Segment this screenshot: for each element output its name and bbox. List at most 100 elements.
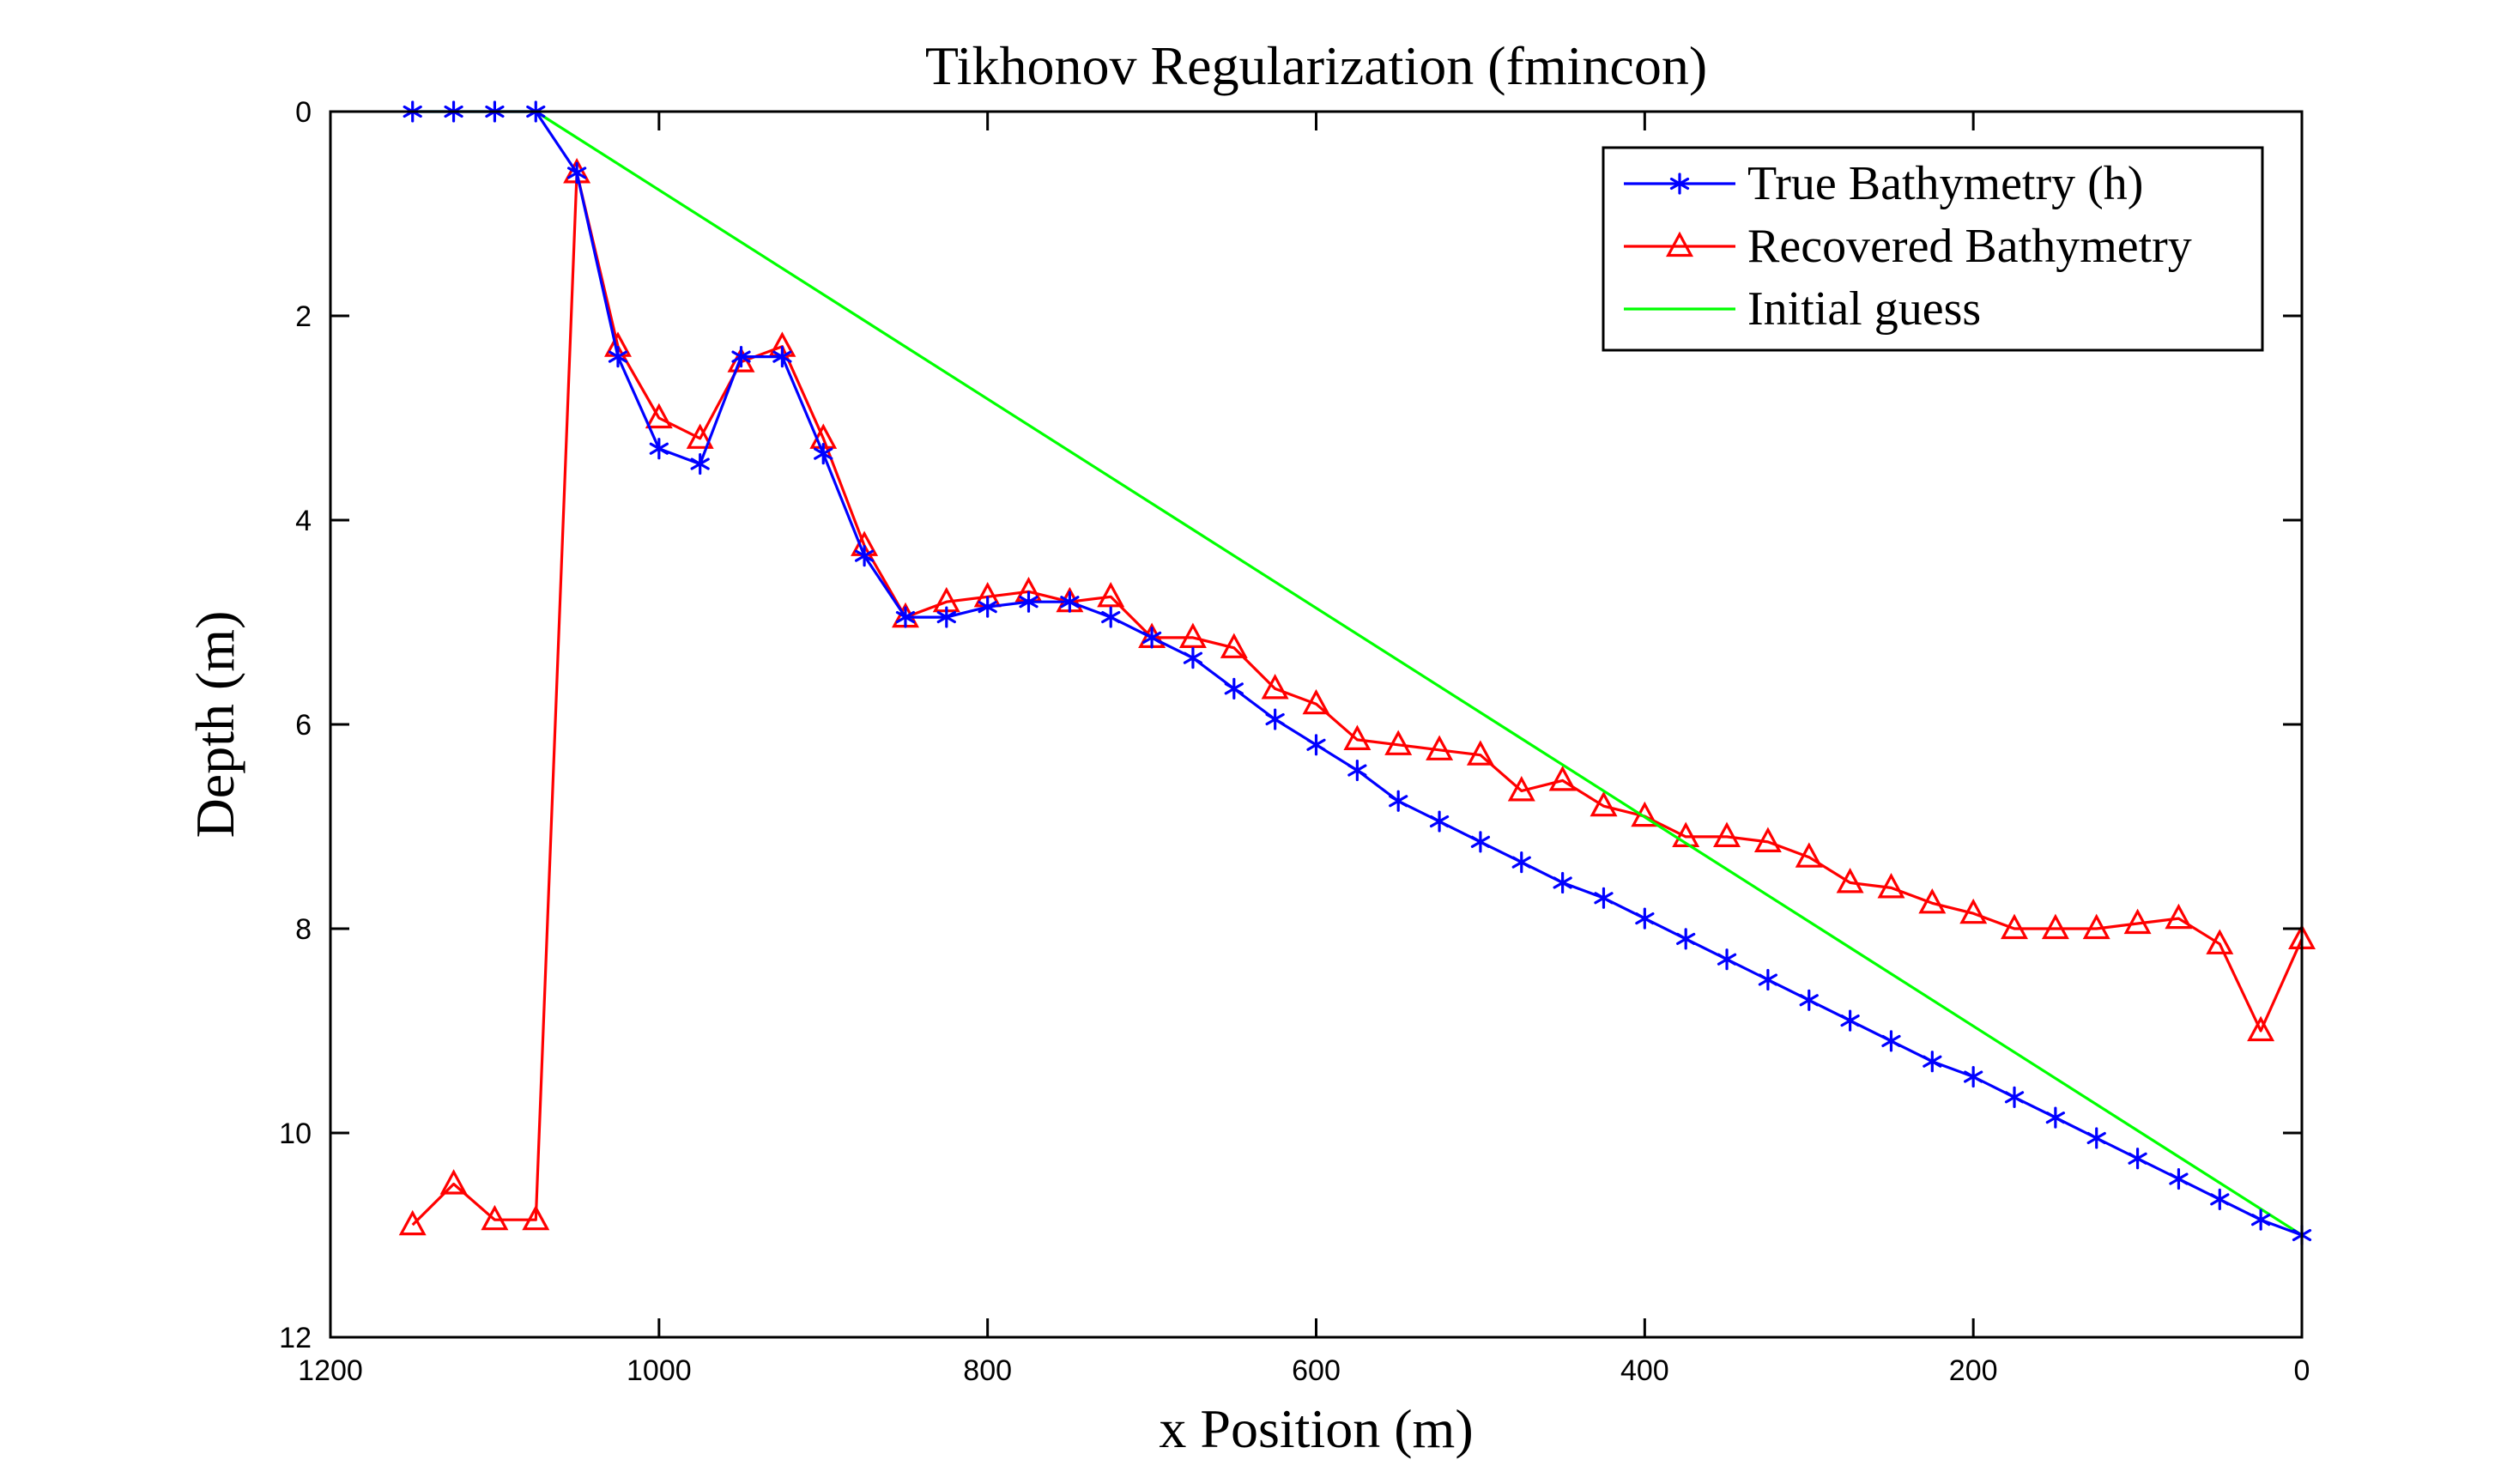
legend-entry: Recovered Bathymetry: [1624, 220, 2192, 273]
data-point-marker: [398, 1209, 427, 1236]
data-point-marker: [1676, 928, 1696, 950]
x-tick-label: 1000: [627, 1354, 692, 1387]
data-point-marker: [1101, 606, 1121, 628]
data-point-marker: [731, 346, 751, 368]
data-point-marker: [1097, 581, 1125, 608]
chart-title: Tikhonov Regularization (fmincon): [925, 35, 1707, 96]
legend-label: Recovered Bathymetry: [1747, 220, 2192, 273]
y-tick-label: 0: [295, 96, 312, 129]
data-point-marker: [1548, 766, 1577, 791]
x-tick-label: 400: [1620, 1354, 1669, 1387]
data-point-marker: [2165, 903, 2193, 930]
data-point-marker: [1265, 708, 1285, 730]
data-point-marker: [1795, 842, 1823, 868]
data-point-marker: [2082, 913, 2110, 940]
x-tick-label: 200: [1949, 1354, 1998, 1387]
data-point-marker: [2251, 1208, 2271, 1231]
ticks-layer: 1200 1000 800 600 400 200 0 0 2 4 6 8 10 12: [279, 96, 2310, 1387]
data-point-marker: [1426, 735, 1454, 760]
data-point-marker: [1141, 627, 1162, 649]
data-point-marker: [1836, 868, 1864, 893]
data-point-marker: [1220, 633, 1248, 658]
y-tick-label: 4: [295, 505, 312, 537]
data-point-marker: [1060, 591, 1080, 613]
data-point-marker: [1923, 1051, 1942, 1073]
data-point-marker: [1183, 647, 1203, 669]
y-tick-label: 6: [295, 709, 312, 742]
data-point-marker: [2206, 929, 2234, 954]
data-point-marker: [1306, 734, 1326, 756]
data-point-marker: [1881, 1030, 1901, 1052]
x-axis-label: x Position (m): [1159, 1398, 1473, 1459]
legend-entry: Initial guess: [1624, 282, 1981, 336]
data-point-marker: [1511, 851, 1531, 874]
data-point-marker: [1840, 1009, 1860, 1032]
data-point-marker: [2004, 1086, 2025, 1108]
data-point-marker: [2169, 1167, 2189, 1190]
y-tick-label: 8: [295, 913, 312, 946]
data-point-marker: [2045, 1106, 2066, 1129]
x-tick-label: 600: [1292, 1354, 1341, 1387]
data-point-marker: [1799, 989, 1819, 1011]
data-point-marker: [686, 423, 714, 449]
data-point-marker: [1672, 821, 1700, 848]
data-point-marker: [1224, 677, 1244, 700]
data-point-marker: [772, 346, 792, 368]
series-line: [411, 171, 2304, 1227]
legend-label: Initial guess: [1747, 282, 1981, 336]
y-tick-label: 10: [279, 1118, 312, 1150]
legend: True Bathymetry (h) Recovered Bathymetry I…: [1602, 146, 2264, 352]
data-point-marker: [2210, 1188, 2230, 1210]
data-point-marker: [2247, 1015, 2275, 1042]
y-tick-label: 2: [295, 300, 312, 333]
x-tick-label: 1200: [298, 1354, 363, 1387]
data-point-marker: [1964, 1065, 1983, 1088]
data-point-marker: [1343, 724, 1372, 751]
data-point-marker: [1753, 827, 1782, 853]
data-point-marker: [566, 161, 587, 184]
data-point-marker: [854, 545, 875, 567]
data-point-marker: [1470, 831, 1491, 853]
x-tick-label: 0: [2294, 1354, 2310, 1387]
data-point-marker: [1918, 887, 1947, 914]
y-tick-label: 12: [279, 1322, 312, 1354]
data-point-marker: [645, 403, 673, 429]
legend-marker-swatch: [1669, 173, 1690, 195]
data-point-marker: [1635, 907, 1655, 930]
data-point-marker: [814, 443, 833, 465]
data-point-marker: [1877, 873, 1905, 899]
data-point-marker: [2123, 908, 2152, 935]
legend-label: True Bathymetry (h): [1747, 157, 2143, 210]
data-point-marker: [1713, 821, 1741, 848]
data-point-marker: [1466, 740, 1494, 766]
data-point-marker: [1594, 887, 1614, 909]
series-layer: [398, 100, 2316, 1246]
series-true-bathymetry-h: [403, 100, 2312, 1246]
legend-marker-swatch: [1666, 231, 1693, 257]
data-point-marker: [1553, 871, 1572, 894]
data-point-marker: [1507, 776, 1535, 802]
data-point-marker: [690, 452, 710, 475]
data-point-marker: [2041, 913, 2069, 940]
legend-box: [1602, 146, 2264, 352]
data-point-marker: [1590, 790, 1618, 817]
legend-entry: True Bathymetry (h): [1624, 157, 2143, 210]
data-point-marker: [522, 1204, 550, 1231]
data-point-marker: [1019, 591, 1039, 613]
data-point-marker: [1429, 810, 1450, 833]
data-point-marker: [2001, 913, 2028, 940]
data-point-marker: [649, 438, 669, 460]
data-point-marker: [1178, 622, 1207, 649]
data-point-marker: [895, 606, 916, 628]
y-axis-label: Depth (m): [185, 611, 245, 839]
data-point-marker: [1302, 688, 1330, 715]
data-point-marker: [1959, 898, 1988, 924]
data-point-marker: [2086, 1127, 2106, 1149]
data-point-marker: [1717, 948, 1737, 971]
data-point-marker: [608, 346, 628, 368]
data-point-marker: [978, 596, 997, 618]
data-point-marker: [2128, 1148, 2147, 1170]
data-point-marker: [439, 1169, 468, 1195]
data-point-marker: [1347, 759, 1367, 782]
